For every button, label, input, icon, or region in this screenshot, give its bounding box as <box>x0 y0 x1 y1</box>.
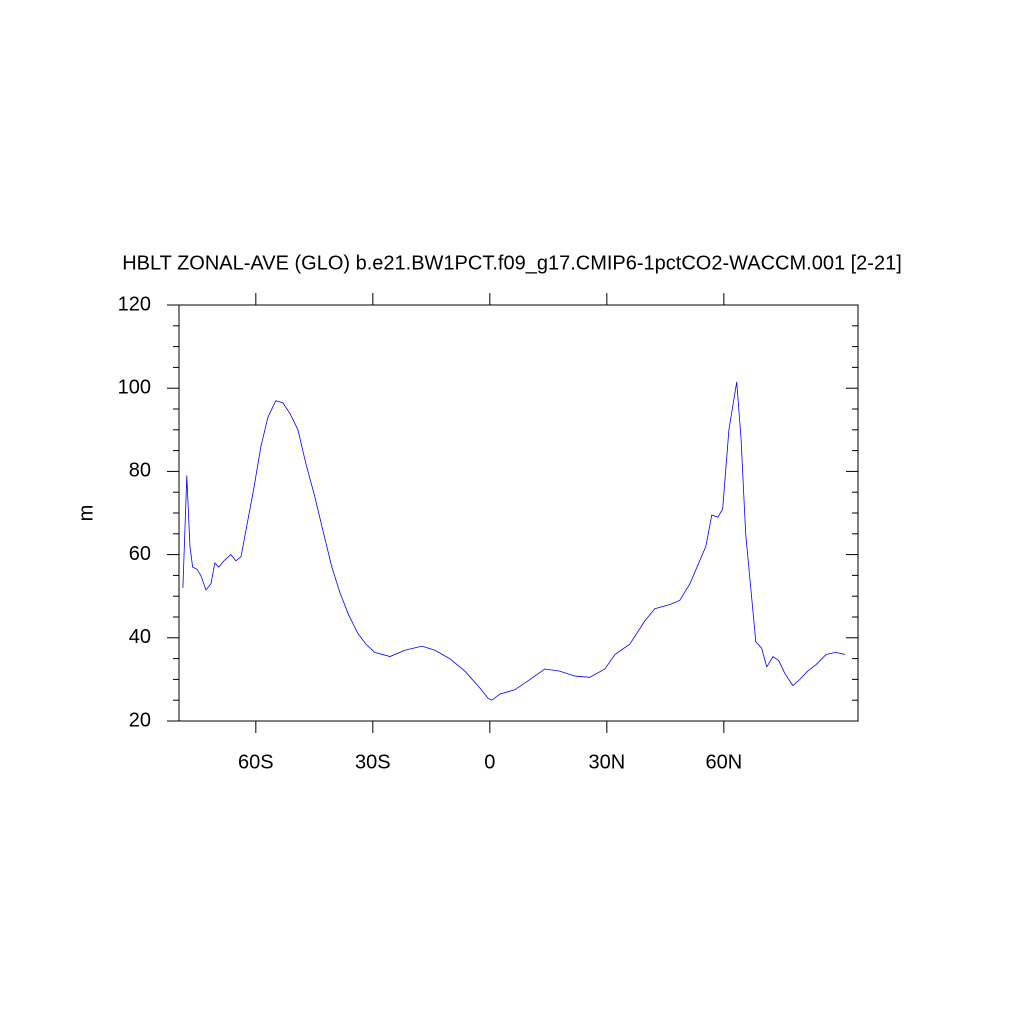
x-tick-label: 0 <box>484 751 495 773</box>
y-tick-label: 120 <box>118 293 151 315</box>
y-tick-label: 60 <box>129 543 151 565</box>
y-tick-label: 100 <box>118 376 151 398</box>
x-tick-label: 60S <box>238 751 274 773</box>
data-line <box>182 381 845 701</box>
plot-frame <box>178 304 859 722</box>
y-tick-label: 80 <box>129 460 151 482</box>
x-tick-label: 60N <box>705 751 742 773</box>
y-axis-label: m <box>75 505 97 522</box>
chart-title: HBLT ZONAL-AVE (GLO) b.e21.BW1PCT.f09_g1… <box>122 252 902 274</box>
y-tick-label: 20 <box>129 709 151 731</box>
y-tick-label: 40 <box>129 626 151 648</box>
x-tick-label: 30S <box>355 751 391 773</box>
x-tick-label: 30N <box>588 751 625 773</box>
